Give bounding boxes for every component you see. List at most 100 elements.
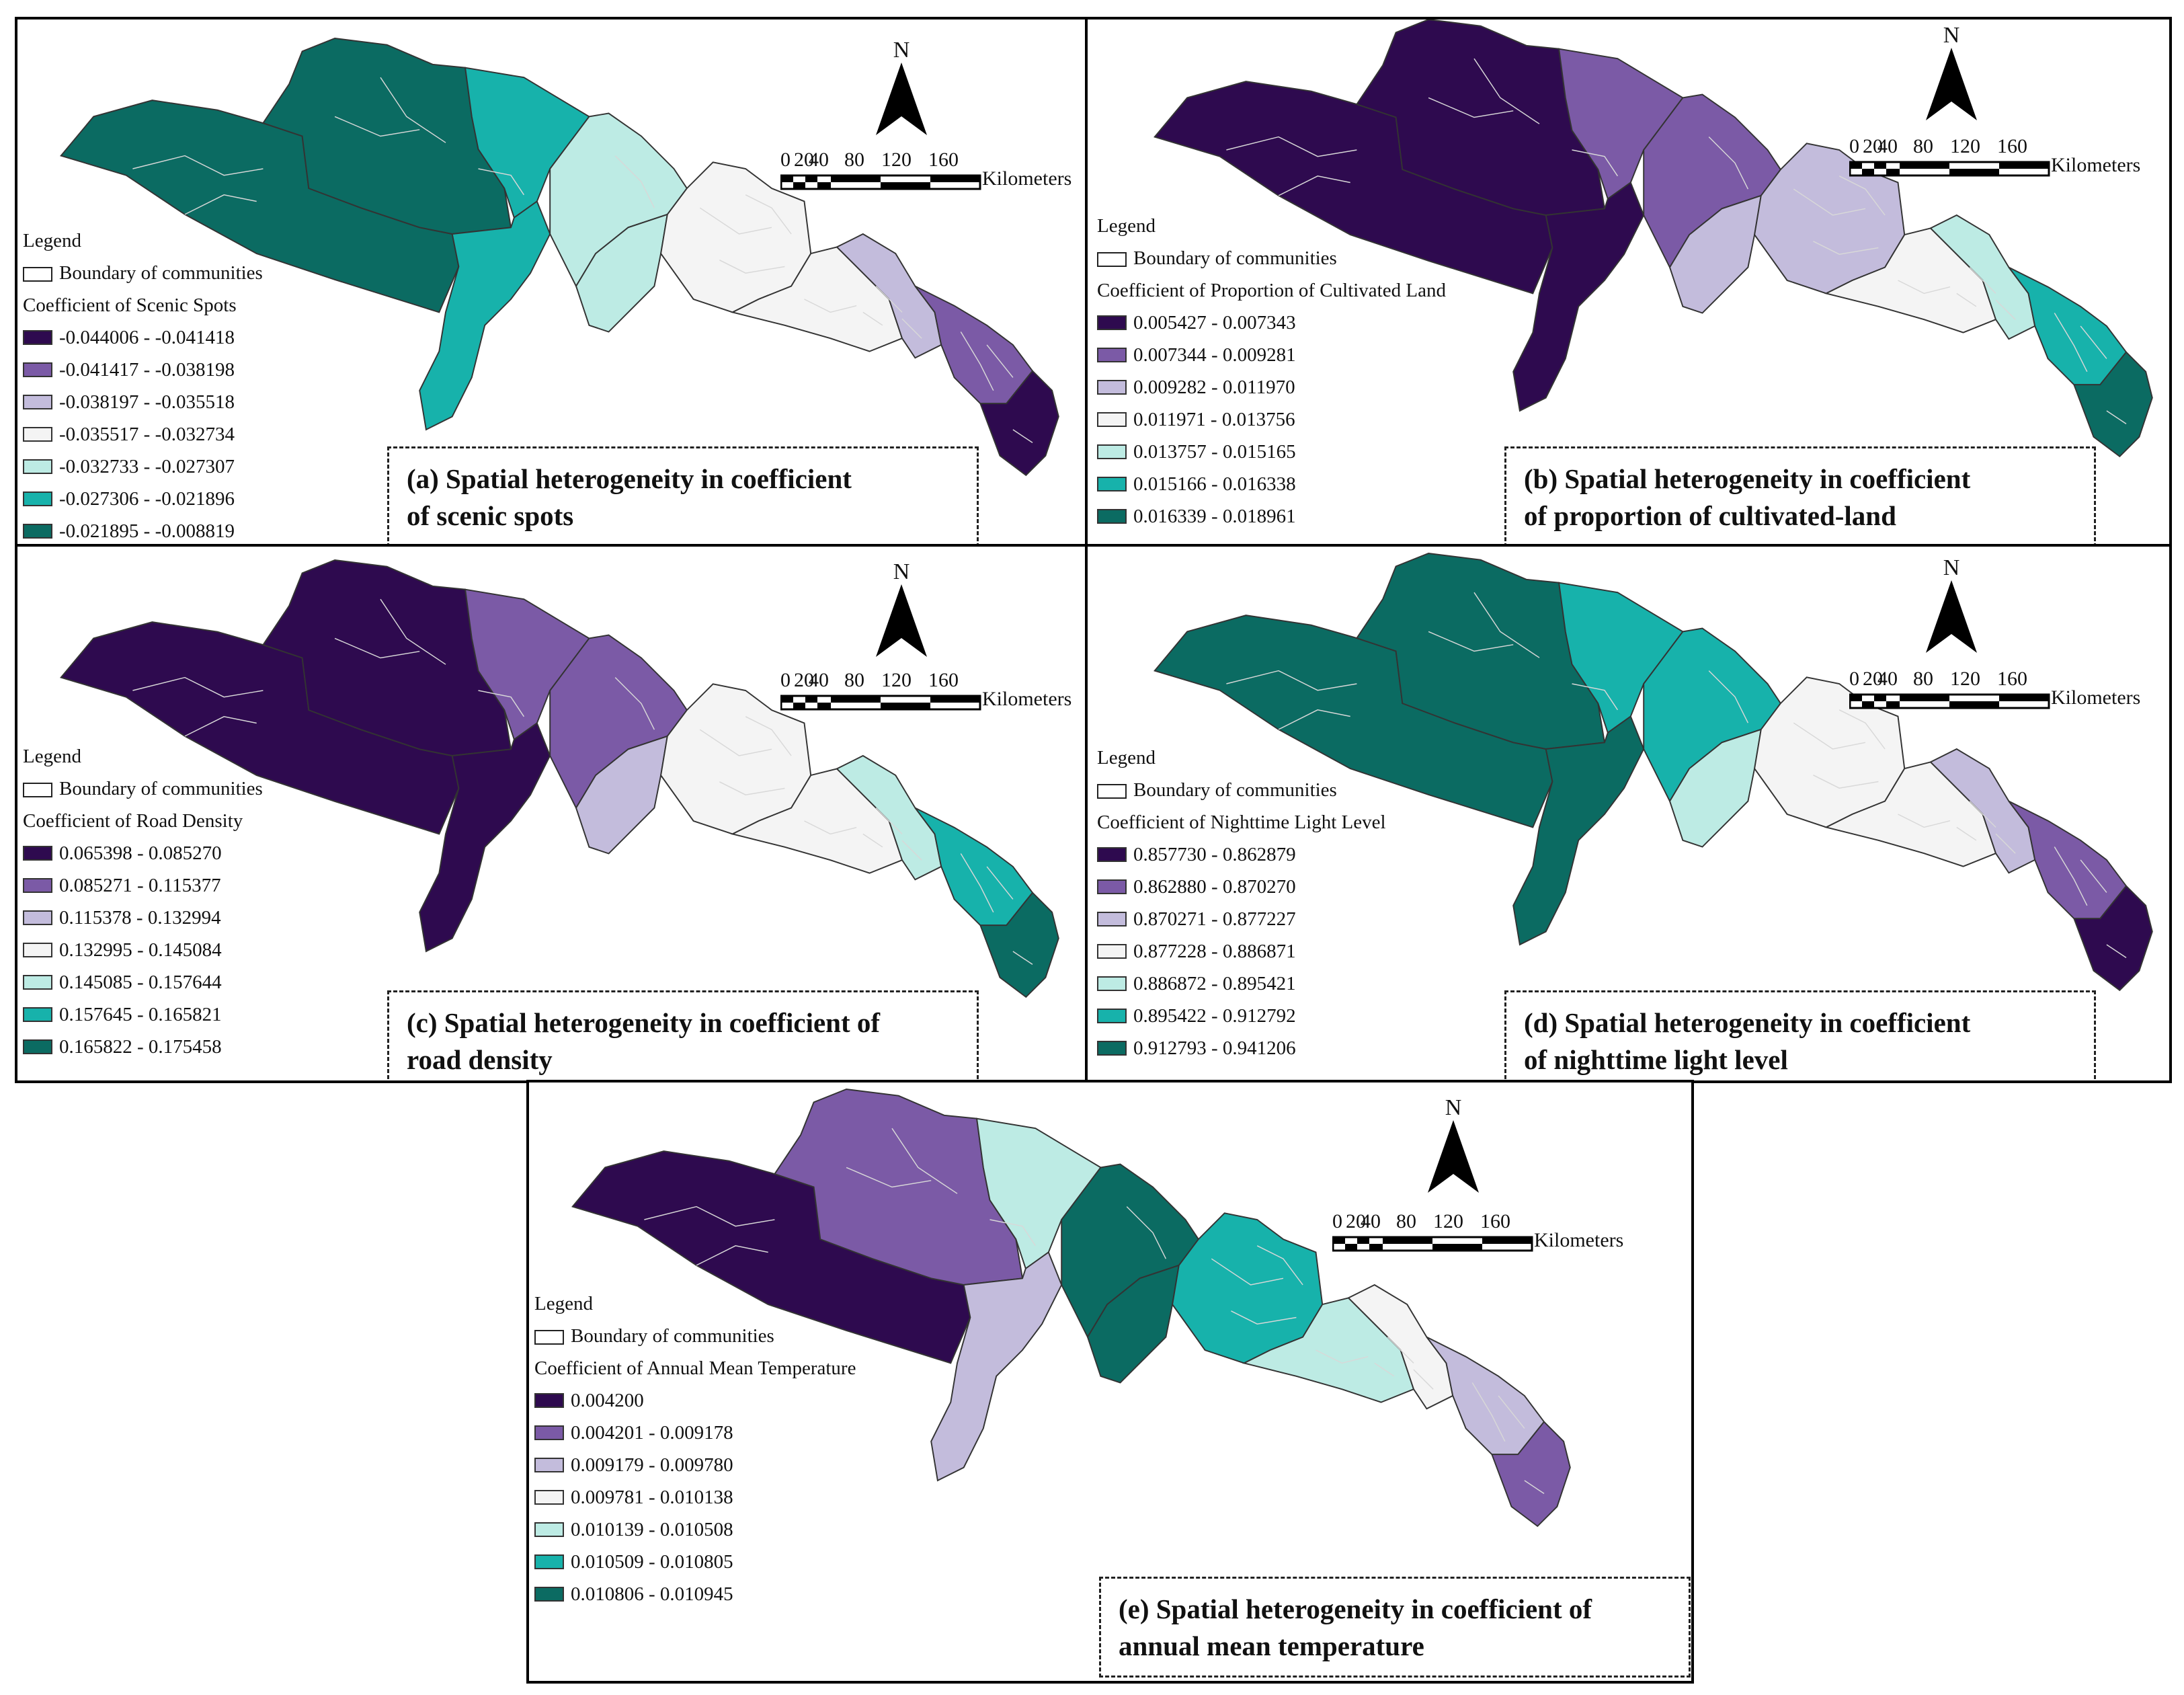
legend-title: Legend xyxy=(23,746,81,767)
panel-caption: (c) Spatial heterogeneity in coefficient… xyxy=(387,990,979,1080)
community-boundary-line xyxy=(901,840,922,861)
legend-class-label: 0.157645 - 0.165821 xyxy=(59,1004,222,1025)
community-boundary-line xyxy=(862,311,883,326)
north-arrow: N xyxy=(871,560,932,658)
scale-tick-label: 40 xyxy=(1877,668,1898,690)
region-4 xyxy=(1512,181,1645,412)
legend-classes: 0.004200 0.004201 - 0.009178 0.009179 - 0.… xyxy=(534,1384,856,1610)
community-boundary-line xyxy=(846,1167,932,1188)
choropleth-map xyxy=(60,38,1059,477)
community-boundary-line xyxy=(2054,313,2088,372)
north-label: N xyxy=(1943,555,1960,580)
scale-tick-label: 80 xyxy=(844,669,864,691)
legend-class-item: 0.857730 - 0.862879 xyxy=(1097,838,1386,871)
community-boundary-line xyxy=(2106,944,2127,959)
legend-swatch xyxy=(534,1587,564,1602)
legend-boundary-label: Boundary of communities xyxy=(571,1325,774,1347)
scale-tick-label: 20 xyxy=(1346,1210,1366,1232)
north-arrow-icon xyxy=(1926,48,1977,120)
legend-class-label: 0.005427 - 0.007343 xyxy=(1133,312,1296,333)
legend-class-item: 0.015166 - 0.016338 xyxy=(1097,468,1446,500)
legend: Legend Boundary of communities Coefficie… xyxy=(1097,210,1446,533)
scale-bar-graphic xyxy=(780,695,981,711)
legend-class-item: -0.035517 - -0.032734 xyxy=(23,418,263,450)
legend-class-label: 0.013757 - 0.015165 xyxy=(1133,441,1296,463)
legend-class-item: 0.004201 - 0.009178 xyxy=(534,1417,856,1449)
legend: Legend Boundary of communities Coefficie… xyxy=(23,225,263,544)
legend-class-item: 0.009179 - 0.009780 xyxy=(534,1449,856,1481)
region-3 xyxy=(1558,582,1684,734)
community-boundary-line xyxy=(1012,951,1033,965)
legend-class-label: 0.010509 - 0.010805 xyxy=(571,1551,733,1573)
region-11 xyxy=(2073,885,2153,992)
legend-class-item: 0.010509 - 0.010805 xyxy=(534,1546,856,1578)
community-boundary-line xyxy=(1226,670,1357,691)
region-4 xyxy=(930,1251,1063,1482)
north-arrow: N xyxy=(1921,556,1982,654)
scale-tick-label: 160 xyxy=(1997,135,2027,157)
legend-class-label: -0.021895 - -0.008819 xyxy=(59,520,235,542)
panel-caption: (e) Spatial heterogeneity in coefficient… xyxy=(1099,1577,1691,1678)
legend-class-item: -0.044006 - -0.041418 xyxy=(23,321,263,354)
legend-swatch xyxy=(23,395,52,409)
community-boundary-line xyxy=(380,598,446,665)
legend-class-label: 0.065398 - 0.085270 xyxy=(59,842,222,864)
legend-swatch xyxy=(23,878,52,893)
community-boundary-line xyxy=(1256,1245,1303,1286)
community-boundary-line xyxy=(1572,683,1619,711)
scale-tick-label: 40 xyxy=(809,149,829,171)
legend-class-label: -0.044006 - -0.041418 xyxy=(59,327,235,348)
legend-swatch xyxy=(23,910,52,925)
legend-heading: Coefficient of Nighttime Light Level xyxy=(1097,812,1386,833)
legend-class-label: 0.886872 - 0.895421 xyxy=(1133,973,1296,994)
legend-boundary: Boundary of communities xyxy=(23,773,263,805)
legend-swatch xyxy=(23,362,52,377)
scale-tick-label: 20 xyxy=(1863,135,1883,157)
legend-heading: Coefficient of Annual Mean Temperature xyxy=(534,1357,856,1379)
boundary-swatch xyxy=(1097,252,1127,268)
community-boundary-line xyxy=(1969,801,1996,828)
north-label: N xyxy=(893,38,910,63)
scale-tick-label: 160 xyxy=(1997,668,2027,690)
region-11 xyxy=(979,892,1059,998)
legend-class-label: 0.011971 - 0.013756 xyxy=(1133,409,1295,430)
caption-line-1: (c) Spatial heterogeneity in coefficient… xyxy=(407,1007,881,1038)
legend-class-label: 0.085271 - 0.115377 xyxy=(59,875,221,896)
legend-classes: 0.005427 - 0.007343 0.007344 - 0.009281 0.… xyxy=(1097,307,1446,533)
scale-tick-label: 20 xyxy=(1863,668,1883,690)
scale-tick-label: 0 xyxy=(1849,135,1859,157)
legend-class-label: 0.870271 - 0.877227 xyxy=(1133,908,1296,930)
community-boundary-line xyxy=(804,820,857,835)
caption-line-1: (e) Spatial heterogeneity in coefficient… xyxy=(1119,1593,1592,1624)
region-11 xyxy=(2073,351,2153,458)
legend: Legend Boundary of communities Coefficie… xyxy=(534,1288,856,1610)
legend-swatch xyxy=(1097,315,1127,330)
choropleth-map xyxy=(1154,553,2153,992)
legend-class-item: 0.862880 - 0.870270 xyxy=(1097,871,1386,903)
community-boundary-line xyxy=(1838,175,1886,216)
community-boundary-line xyxy=(891,1128,958,1194)
legend-class-label: 0.004201 - 0.009178 xyxy=(571,1422,733,1444)
community-boundary-line xyxy=(719,781,785,795)
choropleth-map xyxy=(60,559,1059,998)
legend-swatch xyxy=(534,1490,564,1505)
legend-class-item: 0.009282 - 0.011970 xyxy=(1097,371,1446,403)
community-boundary-line xyxy=(1956,826,1977,841)
scale-tick-label: 0 xyxy=(780,149,791,171)
legend-class-item: 0.145085 - 0.157644 xyxy=(23,966,263,998)
community-boundary-line xyxy=(901,318,922,339)
community-boundary-line xyxy=(1126,1206,1167,1259)
community-boundary-line xyxy=(334,637,420,659)
map-panel-b: N 0 20 40 80 120 160 Kilometers Legend Boun xyxy=(1085,17,2172,547)
region-11 xyxy=(1491,1421,1571,1528)
choropleth-map xyxy=(1154,19,2153,458)
legend-swatch xyxy=(1097,1041,1127,1056)
community-boundary-line xyxy=(1428,631,1514,652)
legend-class-label: 0.857730 - 0.862879 xyxy=(1133,844,1296,865)
community-boundary-line xyxy=(2080,859,2107,893)
community-boundary-line xyxy=(1498,1395,1525,1429)
legend-boundary: Boundary of communities xyxy=(1097,242,1446,274)
community-boundary-line xyxy=(719,260,785,274)
legend-swatch xyxy=(1097,912,1127,927)
community-boundary-line xyxy=(960,853,994,913)
